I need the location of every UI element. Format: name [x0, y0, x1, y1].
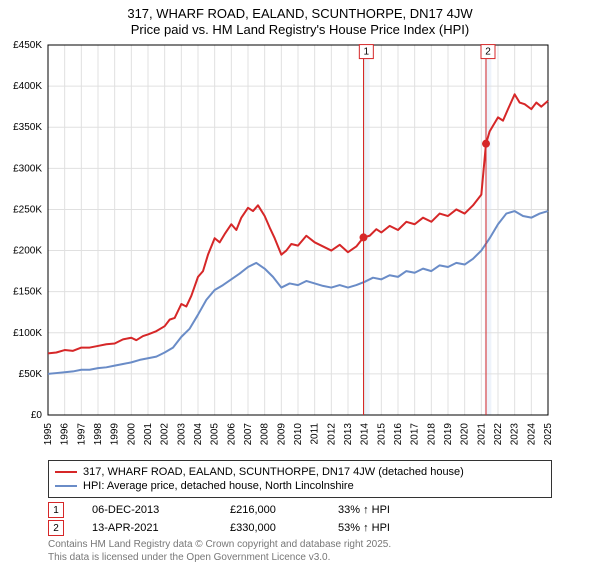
- marker-dot: [360, 233, 368, 241]
- x-tick-label: 1995: [43, 422, 54, 445]
- x-tick-label: 2015: [376, 422, 387, 445]
- legend-label: HPI: Average price, detached house, Nort…: [83, 480, 354, 492]
- x-tick-label: 2010: [293, 422, 304, 445]
- sale-marker-badge: 1: [48, 502, 64, 518]
- legend-row: 317, WHARF ROAD, EALAND, SCUNTHORPE, DN1…: [55, 465, 545, 479]
- sale-hpi-diff: 53% ↑ HPI: [338, 522, 438, 534]
- marker-badge-label: 2: [485, 46, 491, 57]
- y-tick-label: £0: [31, 410, 43, 421]
- y-tick-label: £450K: [13, 40, 42, 51]
- x-tick-label: 2002: [160, 422, 171, 445]
- x-tick-label: 1996: [60, 422, 71, 445]
- x-tick-label: 2009: [276, 422, 287, 445]
- y-tick-label: £250K: [13, 204, 42, 215]
- footnote: Contains HM Land Registry data © Crown c…: [48, 539, 391, 564]
- x-tick-label: 1997: [76, 422, 87, 445]
- x-tick-label: 2006: [226, 422, 237, 445]
- chart-container: 317, WHARF ROAD, EALAND, SCUNTHORPE, DN1…: [0, 0, 600, 560]
- x-tick-label: 2017: [410, 422, 421, 445]
- y-tick-label: £50K: [19, 368, 43, 379]
- title-line-1: 317, WHARF ROAD, EALAND, SCUNTHORPE, DN1…: [0, 6, 600, 22]
- x-tick-label: 2011: [310, 422, 321, 444]
- x-tick-label: 2012: [326, 422, 337, 445]
- x-tick-label: 2001: [143, 422, 154, 445]
- x-tick-label: 2007: [243, 422, 254, 445]
- x-tick-label: 2022: [493, 422, 504, 445]
- legend-row: HPI: Average price, detached house, Nort…: [55, 479, 545, 493]
- x-tick-label: 2000: [126, 422, 137, 445]
- sale-price: £330,000: [230, 522, 310, 534]
- x-tick-label: 2014: [360, 422, 371, 445]
- x-tick-label: 2005: [210, 422, 221, 445]
- footnote-line-1: Contains HM Land Registry data © Crown c…: [48, 539, 391, 552]
- footnote-line-2: This data is licensed under the Open Gov…: [48, 552, 391, 564]
- x-tick-label: 2016: [393, 422, 404, 445]
- x-tick-label: 2020: [460, 422, 471, 445]
- x-tick-label: 1999: [110, 422, 121, 445]
- x-tick-label: 2003: [176, 422, 187, 445]
- x-tick-label: 2023: [510, 422, 521, 445]
- legend-label: 317, WHARF ROAD, EALAND, SCUNTHORPE, DN1…: [83, 466, 464, 478]
- x-tick-label: 2018: [426, 422, 437, 445]
- legend-swatch: [55, 485, 77, 487]
- x-tick-label: 2021: [476, 422, 487, 445]
- y-tick-label: £300K: [13, 163, 42, 174]
- sale-hpi-diff: 33% ↑ HPI: [338, 504, 438, 516]
- sale-marker-row: 2 13-APR-2021 £330,000 53% ↑ HPI: [48, 520, 438, 536]
- y-tick-label: £350K: [13, 122, 42, 133]
- y-tick-label: £200K: [13, 245, 42, 256]
- sale-marker-badge: 2: [48, 520, 64, 536]
- x-tick-label: 1998: [93, 422, 104, 445]
- x-tick-label: 2008: [260, 422, 271, 445]
- marker-dot: [482, 139, 490, 147]
- x-tick-label: 2004: [193, 422, 204, 445]
- x-tick-label: 2025: [543, 422, 554, 445]
- x-tick-label: 2019: [443, 422, 454, 445]
- x-tick-label: 2013: [343, 422, 354, 445]
- legend-swatch: [55, 471, 77, 473]
- y-tick-label: £100K: [13, 327, 42, 338]
- price-chart: £0 £50K £100K £150K £200K £250K £300K £350K £400…: [0, 39, 600, 459]
- sale-date: 13-APR-2021: [92, 522, 202, 534]
- title-block: 317, WHARF ROAD, EALAND, SCUNTHORPE, DN1…: [0, 0, 600, 39]
- x-tick-label: 2024: [526, 422, 537, 445]
- y-tick-label: £150K: [13, 286, 42, 297]
- marker-badge-label: 1: [364, 46, 370, 57]
- title-line-2: Price paid vs. HM Land Registry's House …: [0, 22, 600, 38]
- sale-price: £216,000: [230, 504, 310, 516]
- sale-date: 06-DEC-2013: [92, 504, 202, 516]
- legend-box: 317, WHARF ROAD, EALAND, SCUNTHORPE, DN1…: [48, 460, 552, 498]
- y-tick-label: £400K: [13, 81, 42, 92]
- sale-marker-row: 1 06-DEC-2013 £216,000 33% ↑ HPI: [48, 502, 438, 518]
